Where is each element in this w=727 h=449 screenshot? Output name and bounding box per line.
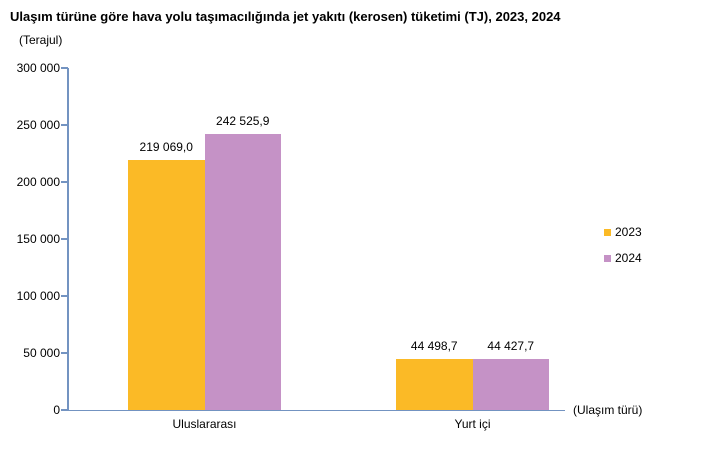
y-tick-label: 0 <box>53 403 60 417</box>
y-tick-label: 200 000 <box>16 175 60 189</box>
legend-label: 2023 <box>615 225 642 239</box>
bar-2024-uluslararas- <box>204 133 281 410</box>
y-tick-mark <box>61 352 68 354</box>
legend-item-2024: 2024 <box>604 251 642 265</box>
chart-title: Ulaşım türüne göre hava yolu taşımacılığ… <box>10 9 561 24</box>
x-axis-title: (Ulaşım türü) <box>573 403 643 417</box>
legend-label: 2024 <box>615 251 642 265</box>
value-label-2023-uluslararas-: 219 069,0 <box>139 140 193 155</box>
y-tick-mark <box>61 409 68 411</box>
y-tick-label: 50 000 <box>23 346 60 360</box>
value-label-2023-yurt-i-i: 44 498,7 <box>410 339 458 354</box>
y-tick-mark <box>61 295 68 297</box>
x-category-label: Uluslararası <box>172 417 237 431</box>
y-tick-label: 150 000 <box>16 232 60 246</box>
y-tick-label: 300 000 <box>16 61 60 75</box>
y-tick-label: 100 000 <box>16 289 60 303</box>
legend-swatch-icon <box>604 254 611 262</box>
value-label-2024-yurt-i-i: 44 427,7 <box>487 339 535 354</box>
y-tick-mark <box>61 124 68 126</box>
y-tick-mark <box>61 238 68 240</box>
x-category-label: Yurt içi <box>454 417 491 431</box>
y-axis-unit-label: (Terajul) <box>19 33 63 47</box>
bar-2023-yurt-i-i <box>396 359 473 410</box>
legend-swatch-icon <box>604 228 611 236</box>
y-tick-label: 250 000 <box>16 118 60 132</box>
bar-2023-uluslararas- <box>128 160 205 410</box>
y-tick-mark <box>61 67 68 69</box>
value-label-2024-uluslararas-: 242 525,9 <box>216 113 270 128</box>
y-tick-mark <box>61 181 68 183</box>
x-axis-line <box>61 409 565 411</box>
legend: 2023 2024 <box>604 225 642 277</box>
legend-item-2023: 2023 <box>604 225 642 239</box>
bar-2024-yurt-i-i <box>472 359 549 410</box>
